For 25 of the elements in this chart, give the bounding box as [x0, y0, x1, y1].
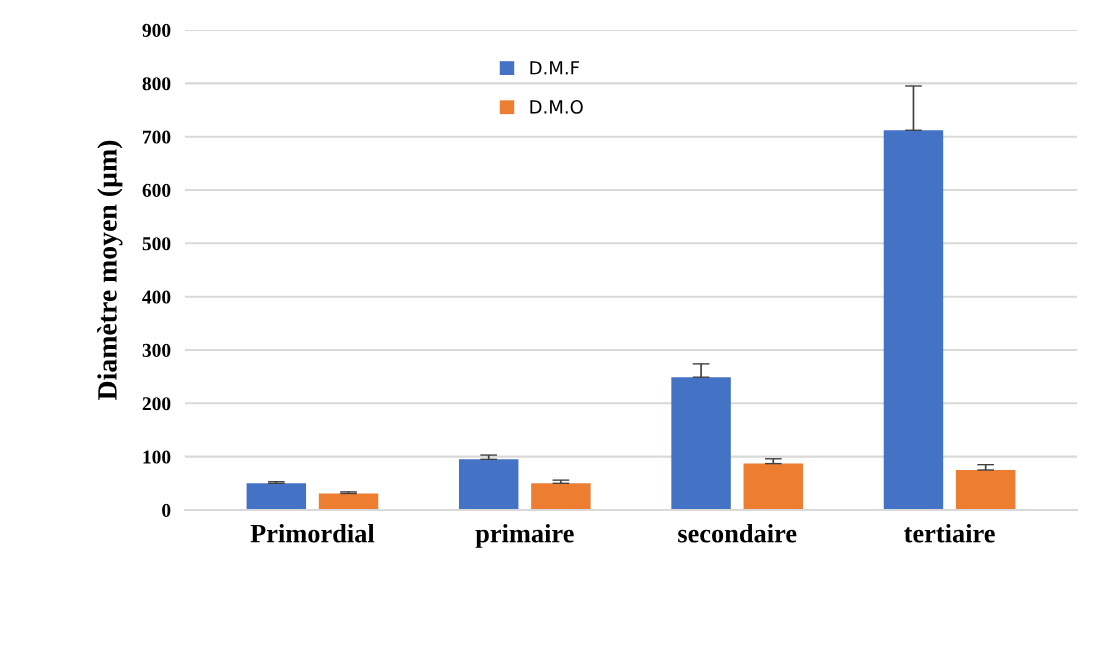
- y-tick-label: 900: [142, 23, 171, 37]
- y-tick-label: 400: [142, 290, 171, 304]
- x-tick-label: tertiaire: [904, 523, 995, 543]
- x-tick-label: secondaire: [678, 523, 797, 543]
- y-tick-label: 300: [142, 343, 171, 357]
- x-tick-label: primaire: [475, 523, 574, 548]
- y-tick-label: 700: [143, 130, 171, 144]
- y-tick-label: 600: [142, 183, 171, 197]
- bar: [531, 483, 591, 510]
- y-tick-label: 800: [142, 77, 171, 91]
- bar: [318, 493, 379, 510]
- y-tick-label: 100: [143, 450, 171, 464]
- y-tick-label: 0: [162, 503, 171, 517]
- bar: [883, 130, 944, 510]
- legend-label: D.M.O: [530, 100, 583, 114]
- y-axis-title: Diamètre moyen (µm): [97, 140, 123, 400]
- bar: [671, 377, 731, 510]
- x-tick-label: Primordial: [250, 523, 375, 543]
- bar: [743, 463, 804, 510]
- bar: [458, 459, 519, 510]
- legend-label: D.M.F: [530, 61, 579, 75]
- y-tick-label: 200: [142, 397, 171, 411]
- bar: [955, 470, 1016, 510]
- bar: [246, 483, 307, 510]
- y-tick-label: 500: [142, 237, 171, 251]
